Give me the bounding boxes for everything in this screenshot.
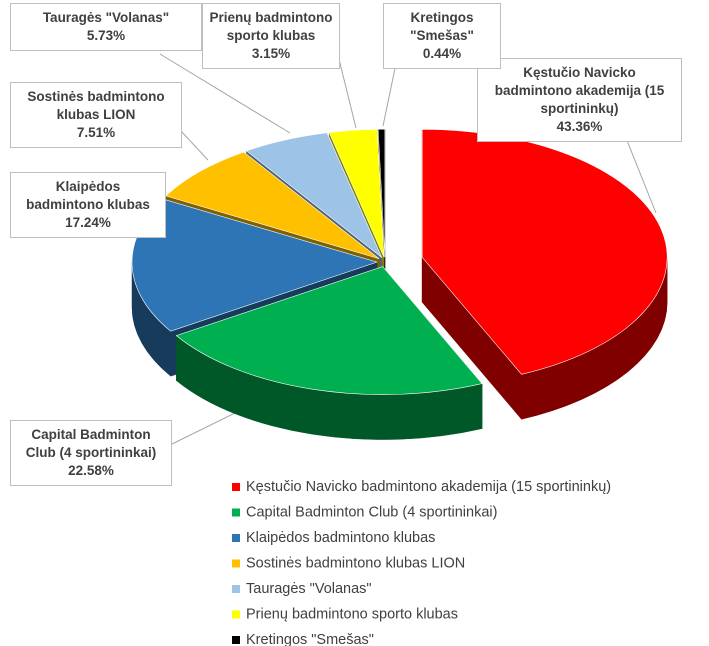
data-label: Kęstučio Navicko badmintono akademija (1… bbox=[477, 58, 682, 142]
data-label-name: Tauragės "Volanas" bbox=[42, 10, 170, 25]
legend-swatch bbox=[232, 508, 240, 517]
legend-swatch bbox=[232, 636, 240, 644]
data-label: Kretingos "Smešas" 0.44% bbox=[383, 3, 501, 69]
data-label-name: Klaipėdos badmintono klubas bbox=[26, 179, 150, 212]
data-label-value: 17.24% bbox=[65, 215, 111, 230]
data-label: Prienų badmintono sporto klubas 3.15% bbox=[202, 3, 340, 69]
data-label-name: Sostinės badmintono klubas LION bbox=[27, 89, 165, 122]
legend: Kęstučio Navicko badmintono akademija (1… bbox=[232, 479, 611, 646]
slice bbox=[165, 151, 380, 260]
legend-swatch bbox=[232, 534, 240, 542]
data-label-value: 43.36% bbox=[556, 119, 603, 134]
data-label-value: 5.73% bbox=[86, 28, 126, 43]
data-label-name: Capital Badminton Club (4 sportininkai) bbox=[25, 427, 157, 460]
legend-swatch bbox=[232, 585, 240, 593]
slice bbox=[328, 128, 385, 258]
leader-line bbox=[179, 129, 209, 161]
legend-label: Klaipėdos badmintono klubas bbox=[246, 530, 435, 546]
leader-line bbox=[159, 53, 291, 134]
legend-swatch bbox=[232, 610, 240, 619]
data-label-name: Prienų badmintono sporto klubas bbox=[209, 10, 333, 43]
data-label-name: Kęstučio Navicko badmintono akademija (1… bbox=[494, 65, 665, 116]
slice bbox=[245, 132, 383, 258]
data-label: Sostinės badmintono klubas LION 7.51% bbox=[10, 82, 182, 148]
legend-label: Kęstučio Navicko badmintono akademija (1… bbox=[246, 479, 611, 495]
data-label-value: 7.51% bbox=[76, 125, 116, 140]
legend-label: Capital Badminton Club (4 sportininkai) bbox=[246, 504, 497, 520]
leader-line bbox=[621, 127, 657, 214]
data-label-name: Kretingos "Smešas" bbox=[410, 10, 474, 43]
legend-label: Prienų badmintono sporto klubas bbox=[246, 606, 458, 622]
legend-swatch bbox=[232, 559, 240, 568]
legend-label: Sostinės badmintono klubas LION bbox=[246, 555, 465, 571]
data-label-value: 3.15% bbox=[251, 46, 291, 61]
data-label-value: 0.44% bbox=[422, 46, 462, 61]
data-label: Tauragės "Volanas" 5.73% bbox=[10, 3, 202, 51]
slice bbox=[175, 266, 483, 395]
leader-line bbox=[337, 54, 357, 129]
slice bbox=[377, 128, 386, 258]
legend-swatch bbox=[232, 483, 240, 491]
data-label: Capital Badminton Club (4 sportininkai) 2… bbox=[10, 420, 172, 486]
data-label: Klaipėdos badmintono klubas 17.24% bbox=[10, 172, 166, 238]
legend-label: Kretingos "Smešas" bbox=[246, 632, 374, 646]
data-label-value: 22.58% bbox=[68, 463, 114, 478]
legend-label: Tauragės "Volanas" bbox=[246, 581, 372, 597]
